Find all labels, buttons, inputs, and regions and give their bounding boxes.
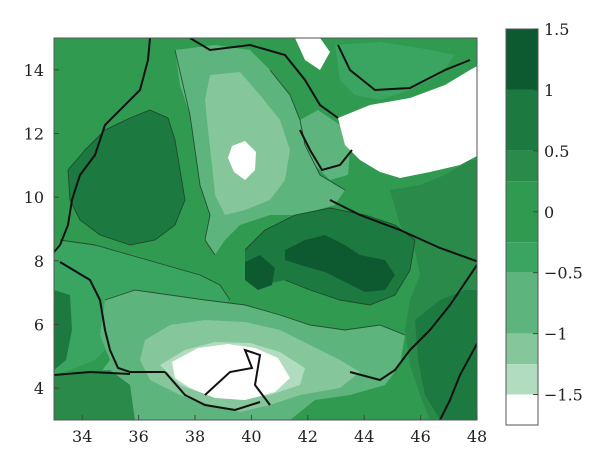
colorbar-level-swatch <box>506 150 538 182</box>
colorbar-level-swatch <box>506 394 538 425</box>
y-tick-label: 8 <box>34 252 44 271</box>
contour-northeast-light <box>300 110 350 180</box>
colorbar-level-swatch <box>506 89 538 151</box>
map-area <box>54 38 477 420</box>
x-tick-label: 36 <box>128 427 148 446</box>
y-tick-label: 10 <box>24 188 44 207</box>
contour-southwest-dark <box>54 290 72 370</box>
y-tick-label: 4 <box>34 379 44 398</box>
x-tick-label: 42 <box>298 427 318 446</box>
x-tick-label: 38 <box>185 427 205 446</box>
y-tick-label: 14 <box>24 61 44 80</box>
contour-southwest-bottom <box>54 370 135 420</box>
colorbar-tick-label: −1.5 <box>544 386 583 405</box>
colorbar: 1.5 1 0.5 0 −0.5 −1 −1.5 <box>505 20 583 426</box>
contour-northwest-dark <box>68 110 185 245</box>
sea-gulf <box>338 66 477 178</box>
colorbar-level-swatch <box>506 29 538 90</box>
colorbar-tick-label: 0 <box>544 203 554 222</box>
colorbar-tick-label: −0.5 <box>544 264 583 283</box>
x-tick-label: 34 <box>72 427 92 446</box>
x-tick-label: 44 <box>354 427 374 446</box>
x-axis: 34 36 38 40 42 44 46 48 <box>72 415 487 446</box>
colorbar-tick-label: 1 <box>544 81 554 100</box>
colorbar-level-swatch <box>506 242 538 273</box>
colorbar-frame <box>505 28 539 426</box>
contour-east-darker <box>415 290 477 420</box>
x-tick-label: 48 <box>467 427 487 446</box>
colorbar-level-swatch <box>506 333 538 365</box>
y-tick-label: 6 <box>34 316 44 335</box>
sea-north <box>295 38 330 70</box>
colorbar-tick-label: 0.5 <box>544 142 569 161</box>
colorbar-tick-label: −1 <box>544 325 568 344</box>
colorbar-tick-label: 1.5 <box>544 20 569 39</box>
contour-dark-small <box>245 255 275 290</box>
country-borders <box>54 38 477 420</box>
colorbar-level-swatch <box>506 272 538 334</box>
contour-north-white-hole <box>228 141 256 180</box>
colorbar-level-swatch <box>506 181 538 243</box>
x-tick-label: 40 <box>241 427 261 446</box>
x-tick-label: 46 <box>410 427 430 446</box>
y-tick-label: 12 <box>24 125 44 144</box>
contour-central-darkest <box>285 235 395 292</box>
colorbar-level-swatch <box>506 364 538 395</box>
contour-lines <box>59 49 416 336</box>
contour-northeast-med <box>335 42 455 100</box>
y-axis: 4 6 8 10 12 14 <box>24 61 59 398</box>
plot-frame <box>53 37 478 421</box>
